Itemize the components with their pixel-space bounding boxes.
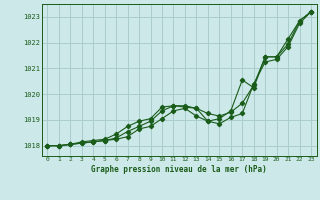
- X-axis label: Graphe pression niveau de la mer (hPa): Graphe pression niveau de la mer (hPa): [91, 165, 267, 174]
